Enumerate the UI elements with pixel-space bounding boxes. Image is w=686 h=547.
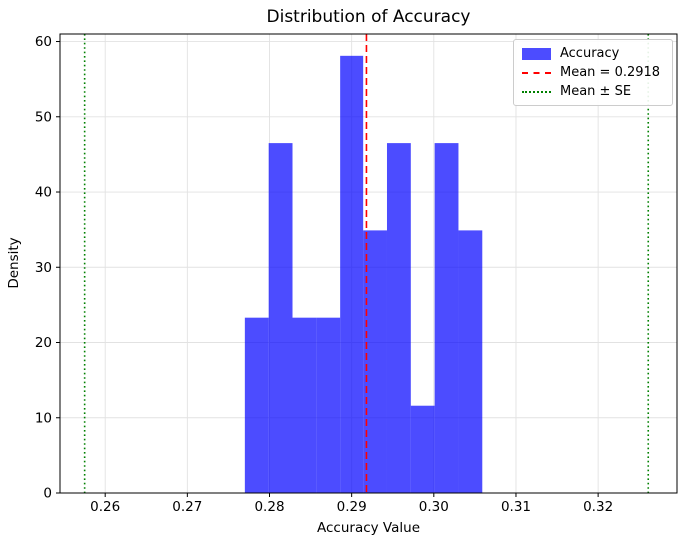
legend-entry: Mean ± SE <box>522 84 664 99</box>
histogram-bar <box>410 405 435 493</box>
histogram-bar <box>386 143 411 493</box>
chart-title: Distribution of Accuracy <box>266 7 471 27</box>
x-tick-label: 0.26 <box>90 499 120 515</box>
y-tick-label: 50 <box>35 109 52 125</box>
legend-label: Mean = 0.2918 <box>560 65 661 80</box>
histogram-bar <box>316 317 341 493</box>
x-axis-label: Accuracy Value <box>317 520 420 536</box>
y-axis-label: Density <box>6 237 22 289</box>
legend-swatch-line-dashed <box>522 71 551 74</box>
y-tick-label: 60 <box>35 34 52 50</box>
x-tick-label: 0.27 <box>172 499 202 515</box>
legend-swatch-patch <box>522 47 551 60</box>
x-tick-label: 0.32 <box>583 499 613 515</box>
histogram-bar <box>363 230 387 494</box>
y-tick-label: 20 <box>35 335 52 351</box>
y-tick-label: 40 <box>35 185 52 201</box>
y-tick-label: 10 <box>35 410 52 426</box>
y-tick-label: 30 <box>35 260 52 276</box>
legend-swatch-line-dotted <box>522 90 551 93</box>
legend-entry: Accuracy <box>522 46 664 61</box>
legend-label: Accuracy <box>560 46 620 61</box>
histogram-bar <box>340 55 364 493</box>
x-tick-label: 0.30 <box>419 499 449 515</box>
x-tick-label: 0.31 <box>501 499 531 515</box>
histogram-bar <box>292 317 317 493</box>
histogram-bar <box>434 143 459 493</box>
y-tick-label: 0 <box>43 486 52 502</box>
legend: Accuracy Mean = 0.2918 Mean ± SE <box>513 39 673 106</box>
x-tick-label: 0.29 <box>337 499 367 515</box>
plot-border <box>59 33 678 494</box>
legend-label: Mean ± SE <box>560 84 632 99</box>
legend-entry: Mean = 0.2918 <box>522 65 664 80</box>
histogram-bar <box>458 230 483 494</box>
x-tick-label: 0.28 <box>254 499 284 515</box>
histogram-bar <box>244 317 269 493</box>
histogram-bar <box>268 143 293 493</box>
